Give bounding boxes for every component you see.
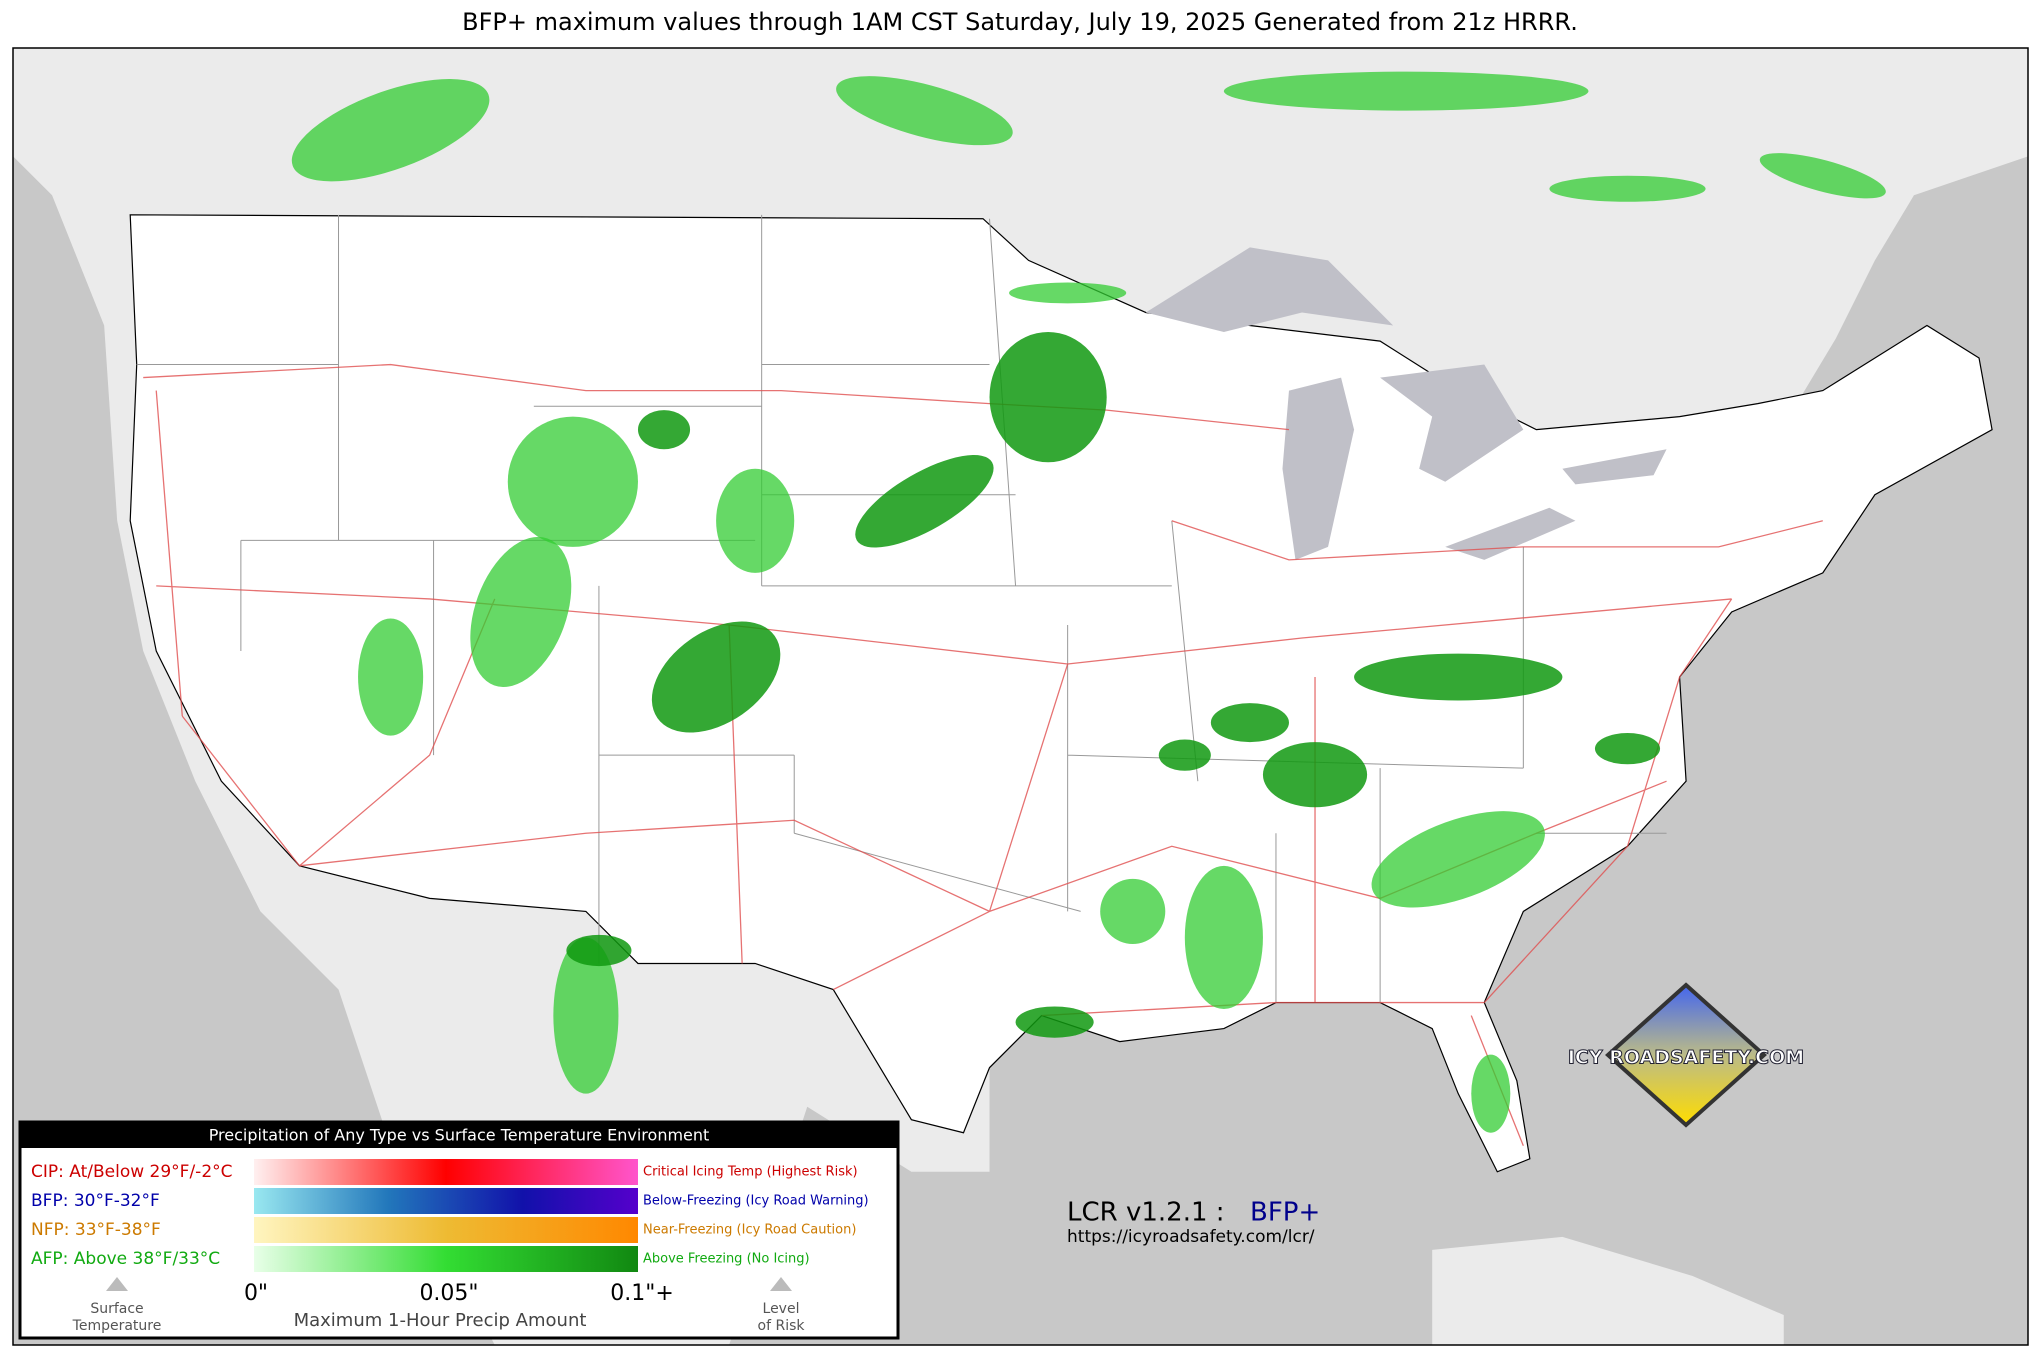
legend-row-description: Critical Icing Temp (Highest Risk) bbox=[643, 1165, 858, 1180]
legend-color-bar bbox=[254, 1217, 638, 1243]
url-label: https://icyroadsafety.com/lcr/ bbox=[1067, 1227, 1315, 1247]
risk-level-label: Level bbox=[763, 1301, 800, 1317]
legend-color-bar bbox=[254, 1188, 638, 1214]
scale-axis-label: Maximum 1-Hour Precip Amount bbox=[294, 1310, 587, 1331]
legend-row-label: CIP: At/Below 29°F/-2°C bbox=[31, 1162, 233, 1182]
legend-row-description: Below-Freezing (Icy Road Warning) bbox=[643, 1194, 869, 1209]
highways bbox=[143, 365, 1823, 1146]
legend-row-description: Above Freezing (No Icing) bbox=[643, 1252, 810, 1267]
lake-michigan bbox=[1282, 377, 1355, 560]
map-title: BFP+ maximum values through 1AM CST Satu… bbox=[462, 8, 1578, 36]
scale-label: 0.1"+ bbox=[610, 1281, 674, 1306]
lake-superior bbox=[1145, 247, 1394, 333]
risk-level-label: of Risk bbox=[758, 1318, 806, 1334]
legend-color-bar bbox=[254, 1159, 638, 1185]
legend-color-bar bbox=[254, 1246, 638, 1272]
surface-temperature-label: Surface bbox=[90, 1301, 143, 1317]
lake-erie bbox=[1445, 507, 1576, 560]
logo: ICY ROADSAFETY.COM bbox=[1567, 982, 1805, 1128]
legend-row-label: BFP: 30°F-32°F bbox=[31, 1191, 160, 1211]
legend-row-description: Near-Freezing (Icy Road Caution) bbox=[643, 1223, 856, 1238]
product-label: BFP+ bbox=[1250, 1198, 1320, 1228]
scale-label: 0" bbox=[244, 1281, 268, 1306]
precip-areas bbox=[291, 71, 1886, 1133]
map-frame bbox=[12, 47, 2029, 1346]
map: ICY ROADSAFETY.COM LCR v1.2.1 : BFP+ htt… bbox=[13, 48, 2028, 1345]
lake-ontario bbox=[1562, 449, 1667, 485]
legend: Precipitation of Any Type vs Surface Tem… bbox=[18, 1120, 900, 1340]
version-label: LCR v1.2.1 : bbox=[1067, 1198, 1225, 1228]
legend-row-label: AFP: Above 38°F/33°C bbox=[31, 1249, 220, 1269]
surface-temperature-label: Temperature bbox=[72, 1318, 162, 1334]
scale-label: 0.05" bbox=[419, 1281, 478, 1306]
logo-text: ICY ROADSAFETY.COM bbox=[1568, 1047, 1804, 1069]
legend-row-label: NFP: 33°F-38°F bbox=[31, 1220, 161, 1240]
cuba bbox=[1432, 1236, 1784, 1345]
lake-huron bbox=[1380, 364, 1524, 482]
legend-header: Precipitation of Any Type vs Surface Tem… bbox=[209, 1126, 710, 1145]
